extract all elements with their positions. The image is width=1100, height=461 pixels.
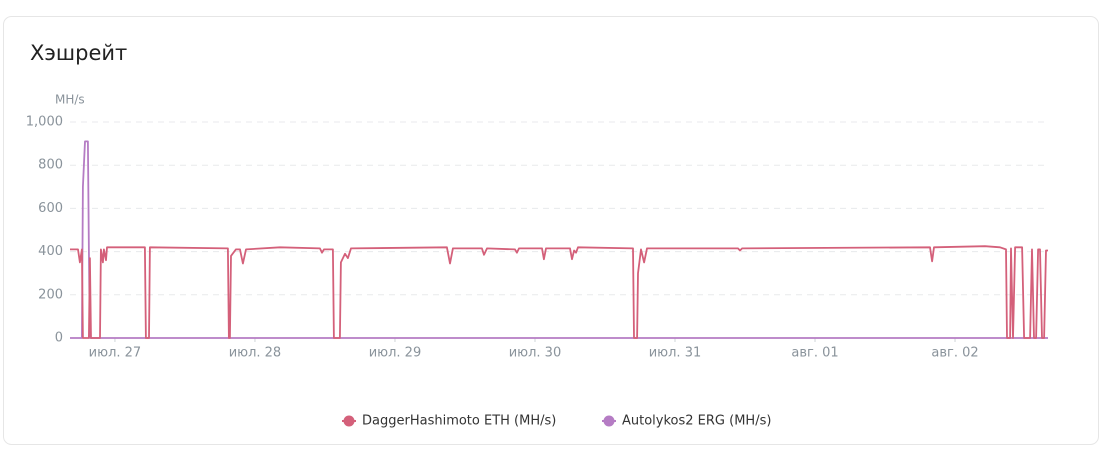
y-axis-label: MH/s: [55, 93, 85, 107]
x-tick-label: июл. 29: [369, 346, 422, 361]
x-tick-label: июл. 28: [229, 346, 282, 361]
legend-marker: [343, 415, 355, 427]
x-tick-label: июл. 30: [509, 346, 562, 361]
y-tick-label: 600: [38, 201, 63, 216]
y-tick-label: 400: [38, 244, 63, 259]
y-tick-label: 1,000: [26, 115, 63, 130]
series-line: [70, 245, 1048, 339]
legend-label: Autolykos2 ERG (MH/s): [622, 414, 771, 429]
y-tick-label: 200: [38, 287, 63, 302]
chart-title: Хэшрейт: [30, 41, 127, 65]
x-tick-label: июл. 31: [649, 346, 702, 361]
y-tick-label: 800: [38, 158, 63, 173]
x-tick-label: июл. 27: [89, 346, 142, 361]
card: [3, 16, 1099, 445]
y-tick-label: 0: [55, 331, 63, 346]
x-tick-label: авг. 02: [931, 346, 978, 361]
legend-label: DaggerHashimoto ETH (MH/s): [362, 414, 556, 429]
x-tick-label: авг. 01: [791, 346, 838, 361]
legend-marker: [603, 415, 615, 427]
